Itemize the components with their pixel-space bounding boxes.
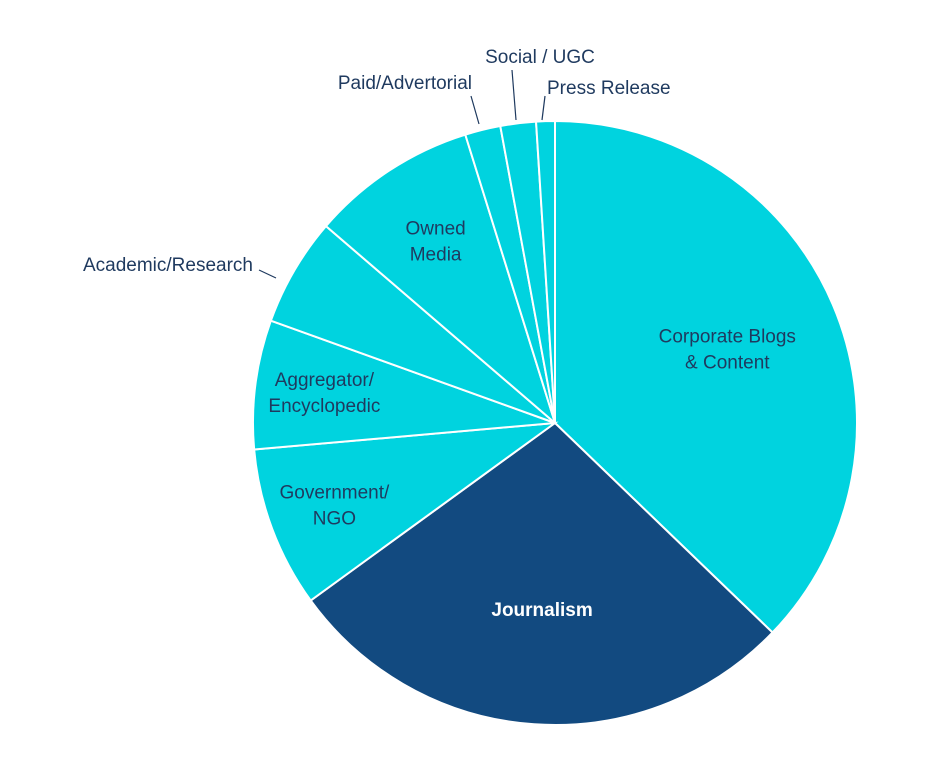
slice-label-academic-research: Academic/Research — [83, 255, 253, 276]
slice-label-paid-advertorial: Paid/Advertorial — [338, 73, 472, 94]
slice-label-aggregator-encyclopedic: Aggregator/Encyclopedic — [268, 370, 380, 417]
pie-slices — [252, 119, 858, 726]
slice-label-owned-media: Owned Media — [406, 218, 466, 265]
leader-line-paid-advertorial — [470, 95, 480, 125]
slice-label-press-release: Press Release — [547, 78, 671, 99]
leader-lines — [258, 69, 546, 279]
slice-label-corporate-blogs-content: Corporate Blogs & Content — [659, 327, 796, 374]
slice-label-journalism: Journalism — [491, 600, 592, 621]
slice-labels: Corporate Blogs & Content Journalism Govern… — [83, 47, 796, 621]
leader-line-social-ugc — [511, 69, 517, 121]
pie-slice-corporate-blogs-content — [554, 119, 858, 634]
pie-slice-government-ngo — [253, 421, 559, 602]
pie-slice-press-release — [534, 119, 556, 424]
leader-line-academic-research — [258, 269, 277, 279]
slice-label-government-ngo: Government/NGO — [279, 483, 390, 530]
pie-slice-owned-media — [324, 133, 557, 427]
pie-slice-aggregator-encyclopedic — [252, 319, 556, 451]
leader-line-press-release — [541, 95, 546, 121]
slice-label-social-ugc: Social / UGC — [485, 47, 595, 68]
pie-slice-journalism — [309, 421, 774, 726]
